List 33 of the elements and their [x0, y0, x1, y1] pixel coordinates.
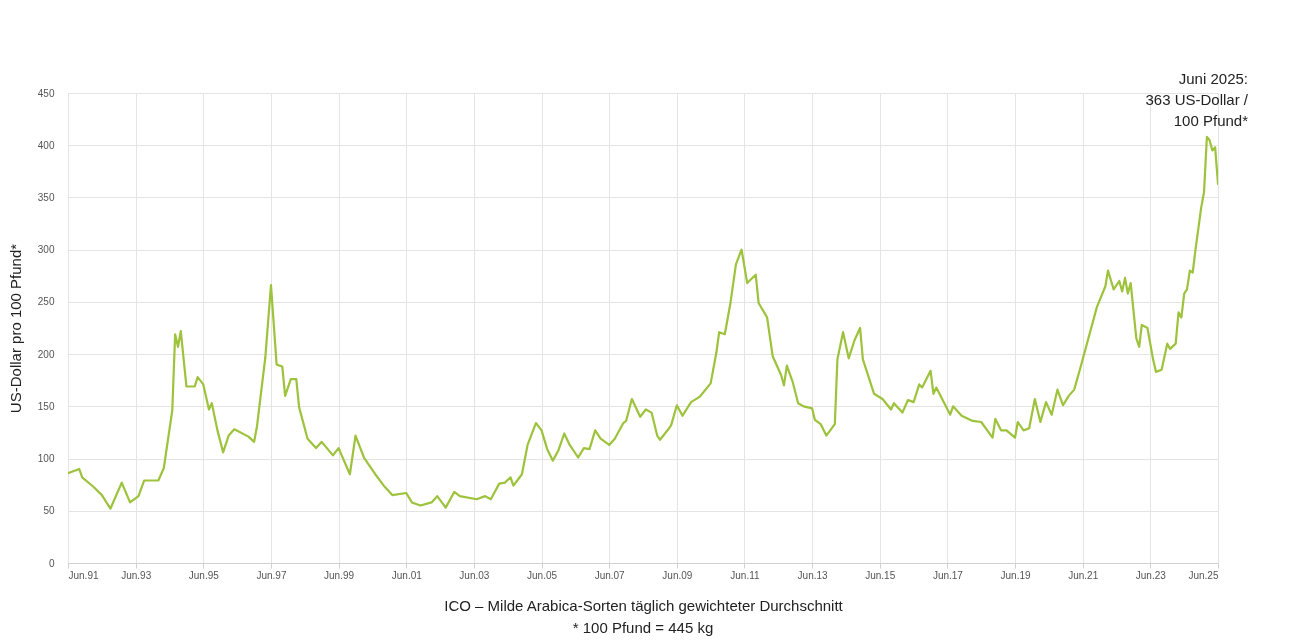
- x-tick-label: Jun.13: [797, 569, 829, 581]
- y-tick-label: 200: [37, 348, 55, 360]
- y-tick-label: 400: [37, 139, 55, 151]
- x-axis-title: ICO – Milde Arabica-Sorten täglich gewichteter Durchschnitt: [444, 596, 844, 614]
- x-tick-label: Jun.21: [1068, 569, 1099, 581]
- x-tick-label: Jun.17: [932, 569, 964, 581]
- x-tick-label: Jun.01: [391, 569, 423, 581]
- annotation: Juni 2025: 363 US-Dollar / 100 Pfund*: [1145, 70, 1249, 129]
- x-tick-label: Jun.99: [324, 569, 355, 581]
- x-tick-label: Jun.95: [188, 569, 220, 581]
- x-tick-label: Jun.23: [1135, 569, 1167, 581]
- x-tick-label: Jun.15: [865, 569, 896, 581]
- x-tick-label: Jun.93: [121, 569, 152, 581]
- line-series: [68, 135, 1218, 510]
- x-tick-label: Jun.05: [527, 569, 558, 581]
- x-tick-label: Jun.91: [68, 569, 99, 581]
- y-axis-title: US-Dollar pro 100 Pfund*: [6, 243, 24, 414]
- y-tick-label: 150: [37, 400, 55, 412]
- y-tick-label: 250: [37, 296, 55, 308]
- x-tick-label: Jun.09: [662, 569, 693, 581]
- x-tick-label: Jun.97: [256, 569, 287, 581]
- y-tick-label: 300: [37, 244, 55, 256]
- y-tick-label: 350: [37, 191, 55, 203]
- x-tick-label: Jun.03: [459, 569, 490, 581]
- y-tick-label: 50: [43, 505, 55, 517]
- x-tick-label: Jun.25: [1188, 569, 1219, 581]
- x-tick-label: Jun.19: [1000, 569, 1031, 581]
- y-tick-label: 0: [48, 557, 55, 569]
- text: * 100 Pfund = 445 kg: [572, 619, 714, 636]
- x-tick-label: Jun.07: [594, 569, 626, 581]
- y-tick-label: 450: [37, 87, 55, 99]
- x-tick-label: Jun.11: [730, 569, 761, 581]
- y-tick-label: 100: [37, 453, 55, 465]
